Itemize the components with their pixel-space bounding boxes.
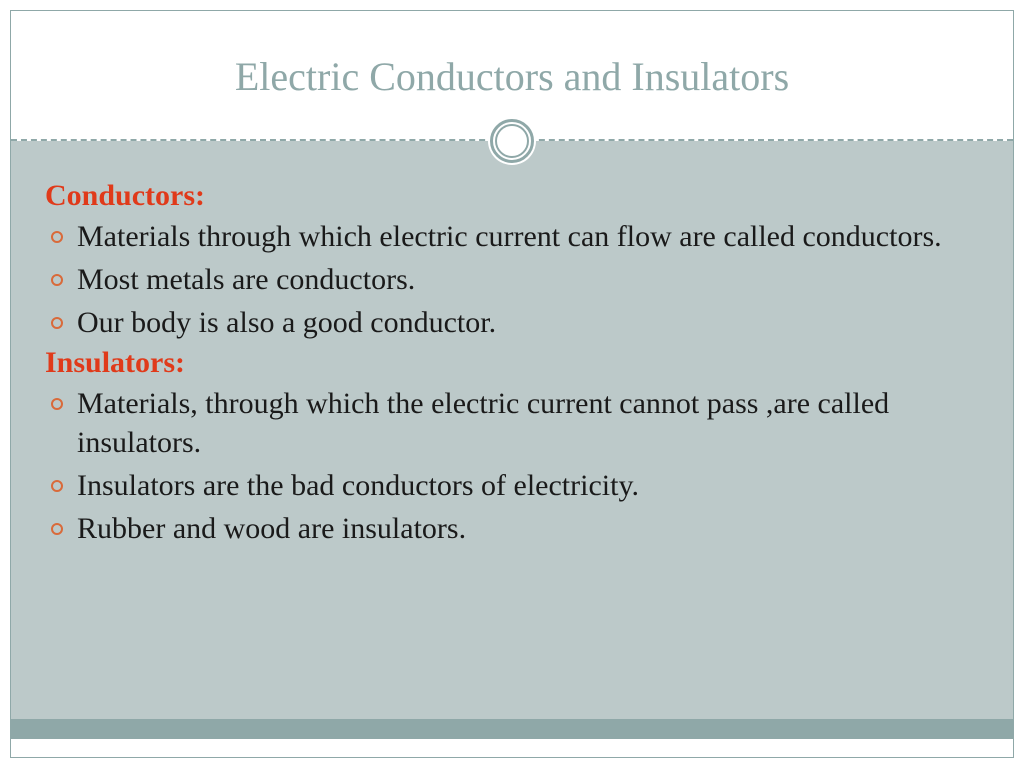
- bullet-icon: [51, 523, 63, 535]
- bullet-icon: [51, 317, 63, 329]
- footer-accent-bar: [11, 719, 1013, 739]
- bullet-text: Our body is also a good conductor.: [77, 303, 496, 342]
- slide-title: Electric Conductors and Insulators: [235, 53, 789, 100]
- bullet-icon: [51, 231, 63, 243]
- section-heading: Conductors:: [45, 179, 983, 213]
- bullet-item: Materials, through which the electric cu…: [41, 384, 983, 462]
- bullet-text: Insulators are the bad conductors of ele…: [77, 466, 639, 505]
- bullet-icon: [51, 480, 63, 492]
- bullet-text: Most metals are conductors.: [77, 260, 415, 299]
- slide-container: Electric Conductors and Insulators Condu…: [10, 10, 1014, 758]
- bullet-item: Rubber and wood are insulators.: [41, 509, 983, 548]
- title-area: Electric Conductors and Insulators: [11, 11, 1013, 141]
- bullet-item: Most metals are conductors.: [41, 260, 983, 299]
- section-heading: Insulators:: [45, 346, 983, 380]
- content-area: Conductors: Materials through which elec…: [11, 141, 1013, 739]
- bullet-icon: [51, 274, 63, 286]
- bullet-item: Insulators are the bad conductors of ele…: [41, 466, 983, 505]
- ornament-circle-icon: [488, 117, 536, 165]
- bullet-text: Materials, through which the electric cu…: [77, 384, 983, 462]
- bullet-icon: [51, 398, 63, 410]
- bullet-text: Materials through which electric current…: [77, 217, 942, 256]
- bullet-text: Rubber and wood are insulators.: [77, 509, 466, 548]
- bullet-item: Our body is also a good conductor.: [41, 303, 983, 342]
- bullet-item: Materials through which electric current…: [41, 217, 983, 256]
